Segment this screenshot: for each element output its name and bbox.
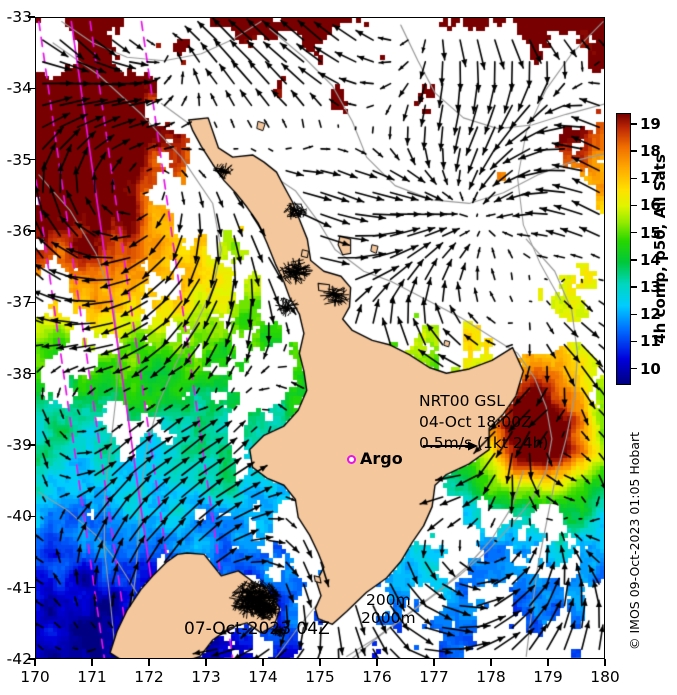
x-tick-mark	[148, 659, 150, 666]
y-tick-mark	[28, 658, 35, 660]
argo-label: Argo	[360, 449, 403, 468]
y-tick-mark	[28, 158, 35, 161]
y-tick-label: -35	[6, 150, 32, 169]
colorbar-tick-label: 17	[640, 169, 661, 188]
date-label: 07-Oct-2023 04Z	[184, 619, 330, 639]
colorbar-tick-label: 11	[640, 332, 661, 351]
colorbar-tick-mark	[631, 367, 637, 370]
x-tick-label: 179	[533, 668, 563, 686]
credit-text: © IMOS 09-Oct-2023 01:05 Hobart	[627, 431, 642, 650]
x-tick-label: 174	[248, 668, 278, 686]
colorbar-tick-mark	[631, 231, 637, 234]
y-tick-mark	[28, 230, 35, 232]
y-tick-mark	[28, 301, 35, 304]
colorbar-tick-label: 19	[640, 114, 661, 133]
colorbar-tick-mark	[631, 204, 637, 207]
x-tick-label: 175	[305, 668, 335, 686]
colorbar-tick-label: 14	[640, 250, 661, 269]
y-tick-label: -39	[6, 436, 32, 454]
x-tick-label: 180	[590, 668, 620, 686]
map-plot-area[interactable]: NRT00 GSL 04-Oct 18:00Z 0.5m/s (1kt 24h) A…	[35, 17, 605, 659]
y-tick-label: -42	[6, 650, 32, 668]
colorbar-tick-mark	[631, 259, 637, 261]
isobath-2000m-label: 2000m	[361, 609, 416, 627]
y-tick-label: -41	[6, 578, 32, 597]
colorbar-tick-label: 16	[640, 196, 661, 215]
colorbar-tick-label: 15	[640, 223, 661, 242]
colorbar-tick-mark	[631, 150, 637, 152]
x-tick-label: 170	[20, 668, 50, 686]
colorbar-tick-mark	[631, 313, 637, 316]
y-tick-label: -37	[6, 293, 32, 312]
argo-marker-icon[interactable]	[347, 455, 356, 464]
product-line-3: 0.5m/s (1kt 24h)	[419, 434, 549, 452]
y-tick-label: -34	[6, 79, 32, 98]
y-tick-mark	[28, 444, 35, 446]
colorbar-tick-mark	[631, 177, 637, 180]
colorbar-tick-mark	[631, 286, 637, 288]
colorbar-tick-label: 10	[640, 359, 661, 378]
colorbar-tick-label: 13	[640, 278, 661, 297]
y-tick-label: -38	[6, 364, 32, 383]
y-tick-mark	[28, 515, 35, 518]
x-tick-mark	[547, 659, 549, 666]
x-tick-mark	[262, 659, 264, 666]
x-tick-label: 173	[191, 668, 221, 686]
colorbar-gradient	[616, 113, 631, 385]
x-tick-mark	[319, 659, 321, 666]
colorbar-tick-label: 12	[640, 305, 661, 324]
y-tick-label: -36	[6, 222, 32, 240]
y-tick-label: -33	[6, 8, 32, 26]
isobath-200m-label: 200m	[366, 591, 411, 609]
x-tick-label: 178	[476, 668, 506, 686]
y-tick-mark	[28, 87, 35, 90]
x-tick-mark	[490, 659, 492, 666]
x-tick-mark	[433, 659, 435, 666]
x-tick-mark	[91, 659, 93, 666]
map-clip: NRT00 GSL 04-Oct 18:00Z 0.5m/s (1kt 24h) A…	[36, 18, 604, 658]
x-tick-mark	[34, 659, 36, 666]
x-tick-mark	[604, 659, 606, 666]
y-tick-mark	[28, 372, 35, 375]
y-tick-mark	[28, 586, 35, 589]
y-tick-mark	[28, 16, 35, 18]
x-tick-label: 172	[134, 668, 164, 686]
product-annotation: NRT00 GSL 04-Oct 18:00Z 0.5m/s (1kt 24h)	[419, 391, 548, 454]
colorbar-label: 4h comp, p50, All Sats	[651, 154, 669, 344]
current-vector-layer	[36, 18, 604, 658]
colorbar-tick-label: 18	[640, 142, 661, 161]
x-tick-label: 176	[362, 668, 392, 686]
x-tick-label: 171	[77, 668, 107, 686]
colorbar-tick-mark	[631, 123, 637, 125]
product-line-2: 04-Oct 18:00Z	[419, 413, 532, 431]
colorbar-tick-mark	[631, 340, 637, 343]
x-tick-label: 177	[419, 668, 449, 686]
vector-scale-arrow-icon	[423, 441, 478, 451]
x-tick-mark	[376, 659, 378, 666]
product-line-1: NRT00 GSL	[419, 392, 505, 410]
y-tick-label: -40	[6, 507, 32, 526]
x-tick-mark	[205, 659, 207, 666]
